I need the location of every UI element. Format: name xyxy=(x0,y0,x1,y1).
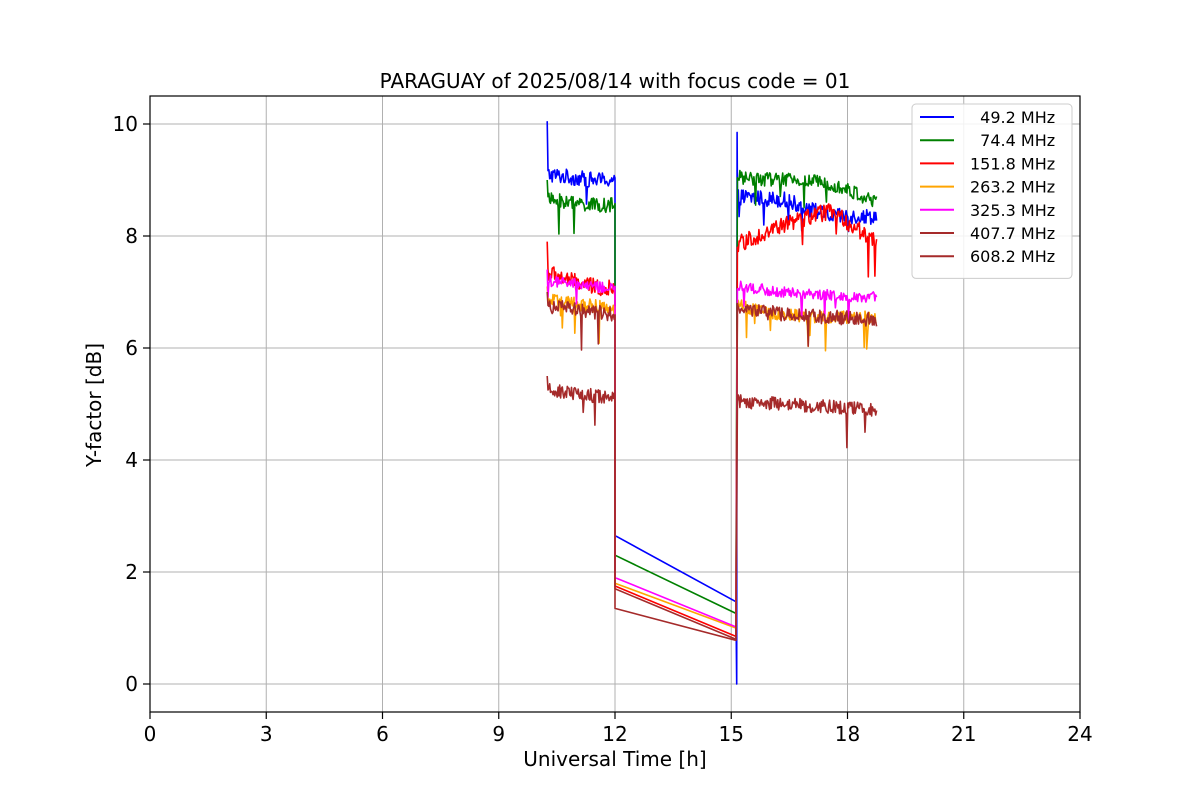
series-line-5 xyxy=(546,291,878,640)
legend-box xyxy=(911,103,1073,279)
series-line-4 xyxy=(546,269,878,628)
x-tick-label: 24 xyxy=(1067,722,1092,746)
legend-label: 49.2 MHz xyxy=(970,108,1055,127)
x-tick-label: 3 xyxy=(260,722,273,746)
y-tick-label: 4 xyxy=(125,448,138,472)
legend-label: 407.7 MHz xyxy=(970,224,1055,243)
chart-title: PARAGUAY of 2025/08/14 with focus code =… xyxy=(380,69,851,93)
series-line-1 xyxy=(546,169,878,615)
y-tick-label: 8 xyxy=(125,224,138,248)
x-tick-label: 9 xyxy=(492,722,505,746)
legend-label: 325.3 MHz xyxy=(970,201,1055,220)
legend-label: 608.2 MHz xyxy=(970,247,1055,266)
x-axis-label: Universal Time [h] xyxy=(523,747,706,771)
legend-label: 151.8 MHz xyxy=(970,154,1055,173)
y-tick-label: 10 xyxy=(113,112,138,136)
x-tick-label: 12 xyxy=(602,722,627,746)
x-tick-label: 6 xyxy=(376,722,389,746)
y-tick-label: 0 xyxy=(125,672,138,696)
x-tick-label: 0 xyxy=(144,722,157,746)
x-tick-label: 18 xyxy=(835,722,860,746)
x-tick-label: 21 xyxy=(951,722,976,746)
legend-label: 74.4 MHz xyxy=(970,131,1055,150)
x-tick-label: 15 xyxy=(719,722,744,746)
y-tick-label: 2 xyxy=(125,560,138,584)
legend: 49.2 MHz 74.4 MHz 151.8 MHz 263.2 MHz 325.3… xyxy=(911,103,1073,279)
legend-label: 263.2 MHz xyxy=(970,178,1055,197)
y-axis-label: Y-factor [dB] xyxy=(82,343,106,468)
series-line-3 xyxy=(546,286,877,629)
series-line-6 xyxy=(546,375,878,642)
plot-area xyxy=(546,121,878,685)
y-tick-label: 6 xyxy=(125,336,138,360)
